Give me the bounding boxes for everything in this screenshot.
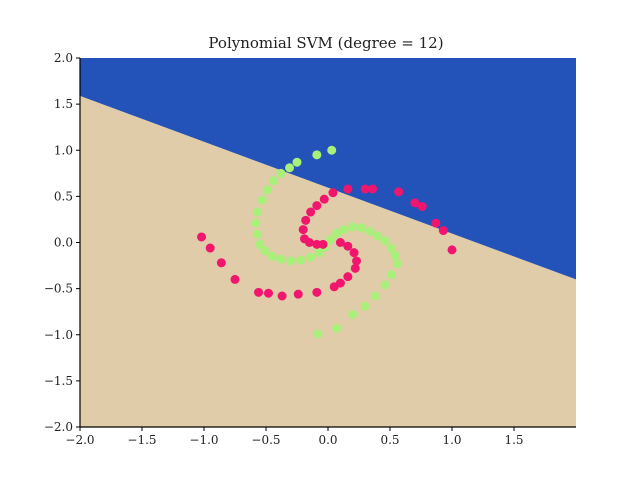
data-point-class_green bbox=[252, 229, 262, 239]
y-axis-ticks: 2.0 1.5 1.0 0.5 0.0 −0.5 −1.0 −1.5 −2.0 bbox=[44, 51, 80, 434]
data-point-class_green bbox=[332, 228, 342, 238]
data-point-class_green bbox=[380, 280, 390, 290]
data-point-class_pink bbox=[368, 184, 378, 194]
data-point-class_green bbox=[332, 323, 342, 333]
data-point-class_green bbox=[348, 309, 358, 319]
data-point-class_green bbox=[296, 255, 306, 265]
data-point-class_green bbox=[267, 251, 277, 261]
data-point-class_green bbox=[313, 329, 323, 339]
data-point-class_green bbox=[325, 235, 335, 245]
data-point-class_pink bbox=[254, 287, 264, 297]
y-tick-label: 1.0 bbox=[54, 143, 73, 157]
x-axis-ticks: −2.0 −1.5 −1.0 −0.5 0.0 0.5 1.0 1.5 bbox=[65, 427, 524, 447]
y-tick-label: −2.0 bbox=[44, 420, 73, 434]
data-point-class_green bbox=[276, 254, 286, 264]
data-points bbox=[197, 145, 457, 339]
data-point-class_green bbox=[257, 195, 267, 205]
data-point-class_pink bbox=[343, 241, 353, 251]
y-tick-label: 2.0 bbox=[54, 51, 73, 65]
data-point-class_pink bbox=[263, 288, 273, 298]
data-point-class_green bbox=[276, 168, 286, 178]
data-point-class_pink bbox=[431, 218, 441, 228]
x-tick-label: 1.5 bbox=[504, 433, 523, 447]
data-point-class_pink bbox=[360, 184, 370, 194]
y-tick-label: −1.0 bbox=[44, 328, 73, 342]
data-point-class_green bbox=[365, 226, 375, 236]
data-point-class_pink bbox=[328, 188, 338, 198]
data-point-class_pink bbox=[319, 194, 329, 204]
data-point-class_green bbox=[286, 256, 296, 266]
data-point-class_pink bbox=[277, 291, 287, 301]
data-point-class_green bbox=[373, 231, 383, 241]
data-point-class_green bbox=[260, 246, 270, 256]
decision-regions bbox=[80, 58, 576, 427]
data-point-class_pink bbox=[417, 202, 427, 212]
data-point-class_pink bbox=[216, 258, 226, 268]
x-tick-label: 0.0 bbox=[318, 433, 337, 447]
data-point-class_green bbox=[370, 291, 380, 301]
data-point-class_green bbox=[314, 248, 324, 258]
data-point-class_green bbox=[356, 223, 366, 233]
data-point-class_green bbox=[390, 250, 400, 260]
data-point-class_pink bbox=[352, 256, 362, 266]
data-point-class_green bbox=[312, 150, 322, 160]
data-point-class_pink bbox=[318, 239, 328, 249]
data-point-class_pink bbox=[312, 287, 322, 297]
data-point-class_green bbox=[268, 176, 278, 186]
data-point-class_green bbox=[285, 163, 295, 173]
data-point-class_pink bbox=[335, 238, 345, 247]
data-point-class_pink bbox=[306, 207, 316, 217]
data-point-class_pink bbox=[298, 225, 308, 235]
data-point-class_green bbox=[348, 222, 358, 232]
x-tick-label: 0.5 bbox=[380, 433, 399, 447]
data-point-class_green bbox=[386, 270, 396, 280]
data-point-class_pink bbox=[205, 243, 215, 253]
data-point-class_pink bbox=[197, 232, 207, 242]
y-tick-label: −0.5 bbox=[44, 282, 73, 296]
region-upper bbox=[80, 58, 576, 280]
data-point-class_green bbox=[339, 225, 349, 235]
data-point-class_green bbox=[252, 207, 262, 217]
x-tick-label: −2.0 bbox=[65, 433, 94, 447]
data-point-class_green bbox=[392, 259, 402, 269]
data-point-class_pink bbox=[304, 238, 314, 247]
data-point-class_pink bbox=[293, 289, 303, 299]
data-point-class_pink bbox=[394, 187, 404, 197]
data-point-class_green bbox=[327, 145, 337, 155]
y-tick-label: −1.5 bbox=[44, 374, 73, 388]
data-point-class_pink bbox=[349, 248, 359, 258]
data-point-class_pink bbox=[350, 263, 360, 273]
data-point-class_pink bbox=[343, 272, 353, 282]
x-tick-label: 1.0 bbox=[442, 433, 461, 447]
data-point-class_green bbox=[386, 243, 396, 253]
data-point-class_pink bbox=[438, 226, 448, 236]
data-point-class_pink bbox=[312, 239, 322, 249]
data-point-class_green bbox=[292, 157, 302, 167]
data-point-class_pink bbox=[343, 184, 353, 194]
data-point-class_pink bbox=[230, 274, 240, 284]
data-point-class_pink bbox=[410, 198, 420, 208]
x-tick-label: −1.5 bbox=[127, 433, 156, 447]
data-point-class_green bbox=[380, 236, 390, 246]
x-tick-label: −0.5 bbox=[251, 433, 280, 447]
chart-title: Polynomial SVM (degree = 12) bbox=[208, 34, 443, 52]
data-point-class_pink bbox=[312, 201, 322, 211]
data-point-class_green bbox=[251, 218, 261, 228]
x-tick-label: −1.0 bbox=[189, 433, 218, 447]
data-point-class_green bbox=[262, 185, 272, 195]
data-point-class_green bbox=[360, 301, 370, 311]
data-point-class_green bbox=[255, 239, 265, 249]
data-point-class_pink bbox=[301, 215, 311, 225]
data-point-class_pink bbox=[329, 282, 339, 292]
y-tick-label: 1.5 bbox=[54, 97, 73, 111]
y-tick-label: 0.0 bbox=[54, 236, 73, 250]
data-point-class_pink bbox=[447, 245, 457, 255]
data-point-class_green bbox=[306, 252, 316, 262]
y-tick-label: 0.5 bbox=[54, 189, 73, 203]
